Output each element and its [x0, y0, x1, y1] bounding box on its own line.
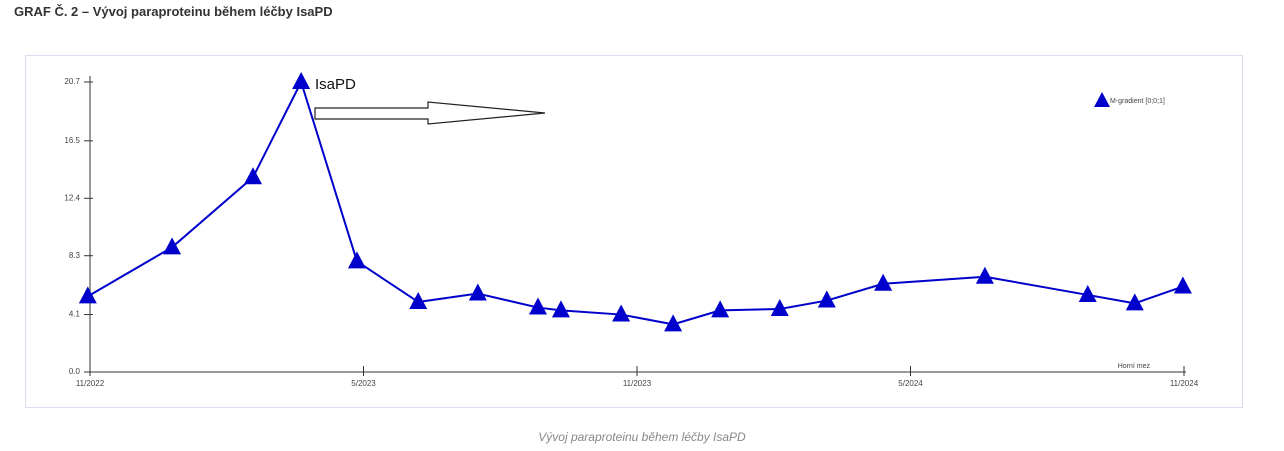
data-point [244, 167, 263, 185]
y-tick-label: 20.7 [64, 77, 80, 86]
y-tick-label: 16.5 [64, 136, 80, 145]
x-tick-label: 11/2024 [1170, 379, 1199, 388]
caption: Vývoj paraproteinu během léčby IsaPD [538, 430, 746, 444]
x-tick-label: 5/2024 [898, 379, 923, 388]
legend-marker [1094, 92, 1110, 107]
data-point [874, 273, 893, 291]
x-tick-label: 11/2022 [76, 379, 105, 388]
data-point [292, 72, 311, 89]
data-point [528, 297, 547, 315]
data-point [409, 291, 428, 309]
data-point [468, 283, 487, 301]
data-point [163, 237, 182, 255]
data-point [1173, 276, 1192, 294]
data-point [78, 286, 97, 304]
data-point [347, 251, 366, 269]
annotation-arrow [314, 101, 546, 125]
y-tick-label: 4.1 [69, 310, 81, 319]
data-point [975, 266, 994, 284]
page-title: GRAF Č. 2 – Vývoj paraproteinu během léč… [14, 4, 333, 19]
legend-label: M-gradient [0;0;1] [1110, 98, 1165, 105]
data-point [1125, 293, 1144, 311]
data-point [770, 298, 789, 316]
x-tick-label: 11/2023 [623, 379, 652, 388]
data-point [1078, 284, 1097, 302]
data-point [817, 290, 836, 308]
y-tick-label: 12.4 [64, 193, 80, 202]
x-tick-label: 5/2023 [351, 379, 376, 388]
data-point [664, 314, 683, 332]
figure-frame [25, 55, 1243, 408]
data-point [612, 304, 631, 322]
y-tick-label: 8.3 [69, 251, 81, 260]
data-point [551, 300, 570, 318]
data-point [711, 300, 730, 318]
series-line [87, 81, 1184, 326]
annotation: Horní mez [1118, 363, 1151, 370]
y-tick-label: 0.0 [69, 367, 81, 376]
annotation: IsaPD [315, 76, 356, 93]
